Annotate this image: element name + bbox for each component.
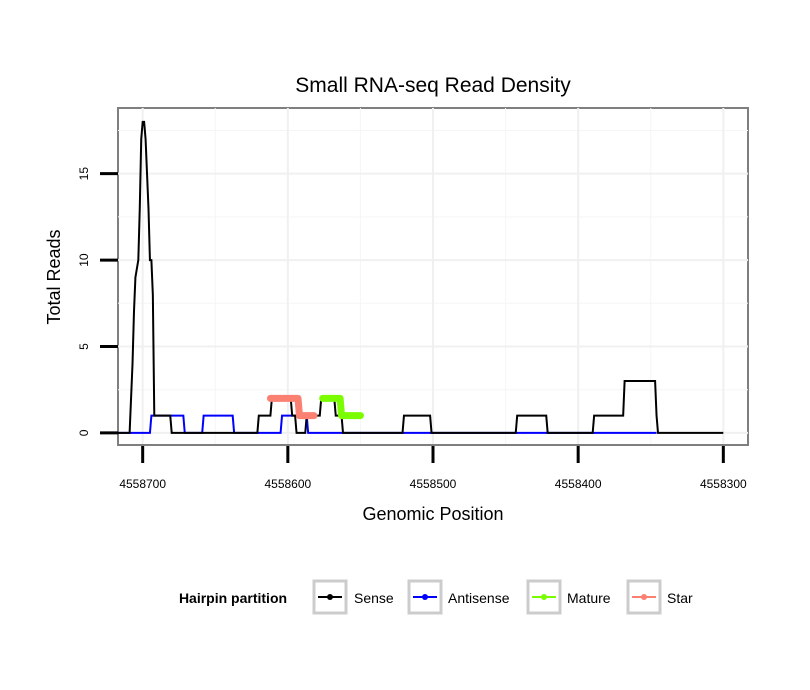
x-tick-label: 4558700	[119, 477, 166, 491]
legend-label-antisense: Antisense	[448, 590, 510, 606]
y-tick-label: 0	[77, 429, 91, 436]
series-star-line	[266, 394, 318, 420]
series-layer	[118, 120, 724, 434]
x-tick-label: 4558500	[410, 477, 457, 491]
legend-dot-sense	[327, 594, 333, 600]
legend-item-sense: Sense	[312, 579, 394, 615]
series-mature-line	[319, 394, 364, 420]
legend-label-star: Star	[667, 590, 693, 606]
y-axis: 0 5 10 15	[77, 167, 118, 436]
x-tick-label: 4558300	[700, 477, 747, 491]
legend-dot-antisense	[422, 594, 428, 600]
legend-item-mature: Mature	[526, 579, 611, 615]
series-sense-line	[118, 120, 724, 434]
x-tick-label: 4558400	[555, 477, 602, 491]
x-tick-label: 4558600	[264, 477, 311, 491]
x-axis-title: Genomic Position	[362, 504, 503, 524]
legend-item-star: Star	[626, 579, 693, 615]
legend-label-sense: Sense	[354, 590, 394, 606]
legend-title: Hairpin partition	[179, 590, 287, 606]
y-tick-label: 15	[77, 167, 91, 181]
legend-dot-star	[641, 594, 647, 600]
legend-label-mature: Mature	[567, 590, 611, 606]
y-tick-label: 10	[77, 253, 91, 267]
legend-dot-mature	[541, 594, 547, 600]
y-tick-label: 5	[77, 343, 91, 350]
y-axis-title: Total Reads	[44, 229, 64, 324]
x-axis: 4558700 4558600 4558500 4558400 4558300	[118, 444, 748, 491]
chart-title: Small RNA-seq Read Density	[295, 74, 571, 97]
legend: Hairpin partition Sense Antisense Mature…	[179, 579, 693, 615]
legend-item-antisense: Antisense	[407, 579, 510, 615]
